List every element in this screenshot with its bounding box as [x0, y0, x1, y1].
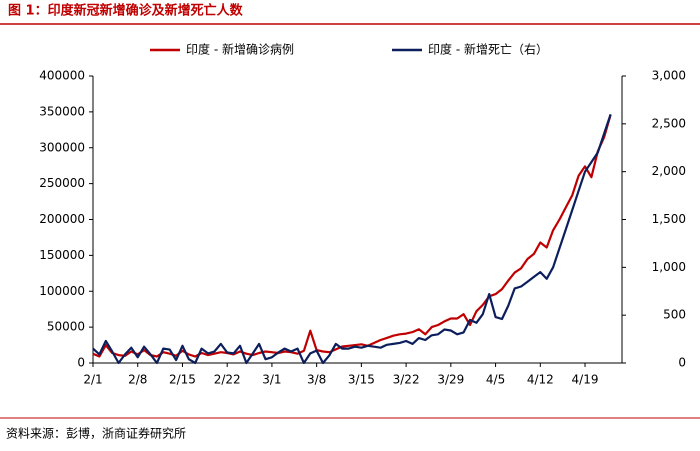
x-tick-label: 2/1 [83, 373, 102, 387]
x-tick-label: 4/19 [572, 373, 599, 387]
y-tick-label: 150000 [39, 248, 85, 262]
y-tick-label: 100000 [39, 284, 85, 298]
y-tick-label: 350000 [39, 104, 85, 118]
chart-title: 图 1：印度新冠新增确诊及新增死亡人数 [8, 3, 244, 19]
y2-tick-label: 0 [678, 356, 686, 370]
y-tick-label: 300000 [39, 140, 85, 154]
y-tick-label: 250000 [39, 176, 85, 190]
x-tick-label: 3/29 [437, 373, 464, 387]
x-tick-label: 3/22 [393, 373, 420, 387]
y-tick-label: 50000 [47, 320, 85, 334]
x-tick-label: 2/15 [169, 373, 196, 387]
y2-tick-label: 500 [663, 308, 686, 322]
x-tick-label: 2/8 [128, 373, 147, 387]
y2-tick-label: 1,500 [652, 212, 686, 226]
legend-label: 印度 - 新增死亡（右） [428, 42, 548, 57]
y-tick-label: 200000 [39, 212, 85, 226]
x-tick-label: 3/15 [348, 373, 375, 387]
y-tick-label: 0 [77, 356, 85, 370]
x-tick-label: 4/12 [527, 373, 554, 387]
x-tick-label: 2/22 [214, 373, 241, 387]
source: 资料来源：彭博，浙商证券研究所 [6, 426, 186, 441]
x-tick-label: 4/5 [486, 373, 505, 387]
series-line [92, 113, 612, 365]
y2-tick-label: 3,000 [652, 69, 686, 83]
series-line [92, 114, 612, 358]
y2-tick-label: 1,000 [652, 260, 686, 274]
y-tick-label: 400000 [39, 69, 85, 83]
y2-tick-label: 2,000 [652, 164, 686, 178]
y2-tick-label: 2,500 [652, 116, 686, 130]
legend-label: 印度 - 新增确诊病例 [186, 42, 294, 57]
x-tick-label: 3/8 [307, 373, 326, 387]
x-tick-label: 3/1 [262, 373, 281, 387]
